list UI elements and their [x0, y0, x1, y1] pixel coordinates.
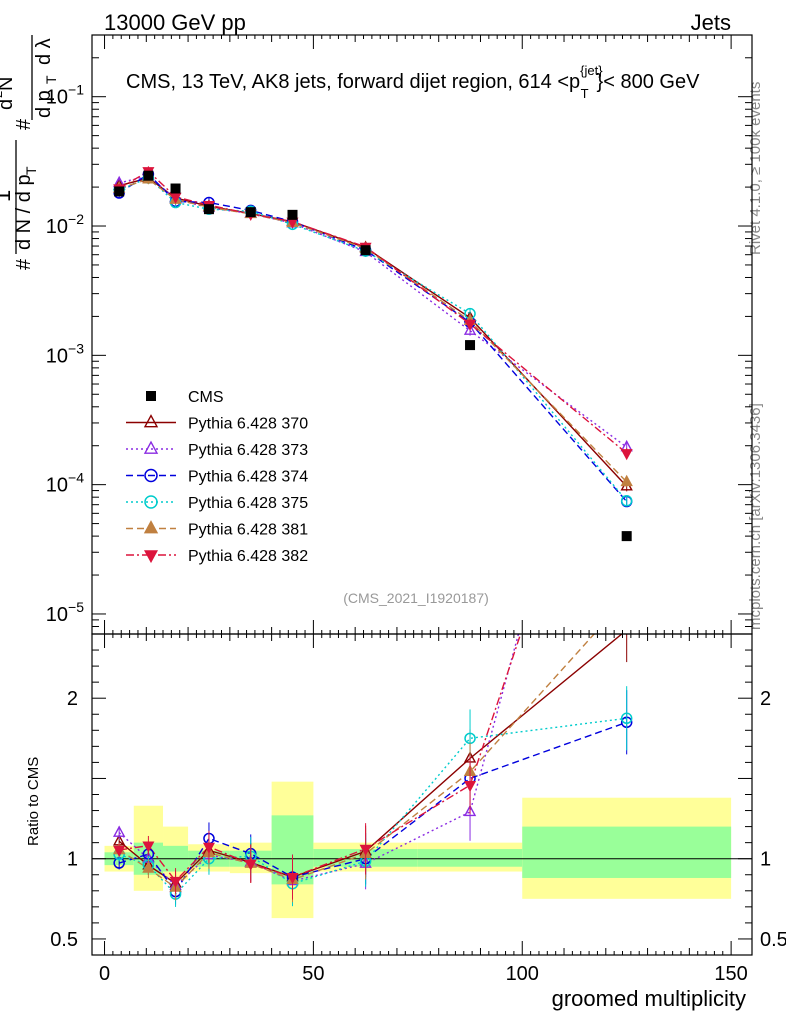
- cms-data-point: [621, 531, 632, 542]
- main-y-tick-label: 10−2: [46, 211, 84, 238]
- cms-data-point: [360, 245, 371, 256]
- legend-marker: [143, 550, 159, 564]
- cms-data-point: [203, 204, 214, 215]
- legend-marker: [144, 495, 158, 509]
- series-3-ratio-line: [118, 721, 627, 893]
- svg-text:d p: d p: [33, 90, 55, 118]
- ratio-y-tick-label: 2: [67, 688, 78, 710]
- ratio-y-tick-label: 0.5: [50, 929, 78, 951]
- x-tick-label: 0: [99, 963, 110, 985]
- svg-text:#: #: [13, 118, 35, 130]
- analysis-tag: (CMS_2021_I1920187): [343, 590, 489, 606]
- series-2-main-line: [118, 174, 628, 448]
- cms-data-point: [114, 186, 125, 197]
- mcplots-label: mcplots.cern.ch [arXiv:1306.3436]: [747, 403, 764, 630]
- cms-data-point: [143, 170, 154, 181]
- series-2-ratio-point: [463, 804, 477, 817]
- cms-data-point: [170, 183, 181, 194]
- ratio-band-inner: [522, 826, 732, 878]
- series-6-ratio-point: [286, 873, 299, 885]
- main-y-tick-label: 10−5: [46, 599, 84, 626]
- series-4-main-line: [118, 177, 628, 502]
- series-5-main-point: [620, 474, 633, 487]
- series-5-main-line: [118, 178, 628, 483]
- svg-text:1: 1: [0, 190, 15, 202]
- series-6-ratio-point: [113, 845, 126, 858]
- svg-text:N: N: [0, 77, 17, 91]
- legend-label: Pythia 6.428 374: [188, 469, 308, 486]
- legend: CMS Pythia 6.428 370 Pythia 6.428 373 Pythi…: [126, 389, 308, 565]
- main-y-tick-label: 10−1: [46, 82, 84, 109]
- legend-label: CMS: [188, 389, 224, 406]
- ratio-series-lines: [118, 634, 627, 896]
- svg-text:2: 2: [0, 91, 5, 98]
- legend-label: Pythia 6.428 382: [188, 548, 308, 565]
- series-4-main-point: [620, 495, 633, 507]
- series-4-ratio-point: [620, 712, 633, 725]
- legend-marker: [143, 520, 159, 534]
- svg-text:d: d: [0, 99, 17, 110]
- series-6-main-point: [464, 319, 477, 331]
- ratio-y-axis-label: Ratio to CMS: [25, 757, 42, 846]
- x-tick-label: 50: [302, 963, 324, 985]
- series-6-ratio-point: [142, 841, 155, 853]
- plot-title: CMS, 13 TeV, AK8 jets, forward dijet reg…: [126, 63, 700, 101]
- series-6-ratio-point: [244, 859, 257, 871]
- cms-data-point: [465, 340, 476, 351]
- series-6-ratio-point: [464, 781, 477, 793]
- series-6-ratio-point: [169, 876, 182, 888]
- ratio-y-tick-label: 1: [67, 849, 78, 871]
- legend-label: Pythia 6.428 373: [188, 442, 308, 459]
- cms-data-point: [287, 209, 298, 220]
- svg-text:#: #: [13, 258, 35, 270]
- legend-marker: [146, 391, 156, 401]
- svg-text:d λ: d λ: [33, 38, 55, 65]
- legend-marker: [144, 468, 158, 483]
- ratio-uncertainty-bands: [92, 781, 752, 919]
- legend-label: Pythia 6.428 370: [188, 416, 308, 433]
- legend-marker: [143, 414, 159, 428]
- series-6-ratio-point: [202, 842, 215, 854]
- x-tick-label: 150: [714, 963, 747, 985]
- series-5-ratio-point: [142, 861, 155, 873]
- main-y-tick-label: 10−3: [46, 340, 84, 367]
- legend-label: Pythia 6.428 375: [188, 495, 308, 512]
- series-2-main-point: [463, 323, 477, 335]
- svg-text:T: T: [23, 166, 39, 175]
- series-1-main-line: [118, 177, 628, 487]
- legend-label: Pythia 6.428 381: [188, 522, 308, 539]
- x-axis-label: groomed multiplicity: [552, 986, 746, 1011]
- main-series-markers: [112, 166, 633, 542]
- series-2-ratio-point: [112, 825, 126, 837]
- series-6-main-point: [620, 449, 633, 461]
- series-6-ratio-point: [359, 844, 372, 856]
- svg-text:d N / d p: d N / d p: [13, 174, 35, 250]
- header-right: Jets: [691, 10, 731, 35]
- ratio-y-tick-label-right: 2: [760, 688, 771, 710]
- svg-text:T: T: [43, 75, 59, 84]
- x-tick-label: 100: [506, 963, 539, 985]
- axes: 0 50 100 150 10−5 10−4 10−3 10−2 10−1 0.5 0.5 1 1 2 2: [46, 34, 786, 985]
- header-left: 13000 GeV pp: [104, 10, 246, 35]
- main-y-tick-label: 10−4: [46, 470, 84, 497]
- ratio-band-inner: [417, 849, 523, 867]
- series-6-main-line: [118, 170, 628, 454]
- ratio-series-markers: [112, 634, 633, 907]
- main-frame: [91, 34, 753, 635]
- legend-marker: [143, 440, 159, 454]
- ratio-y-tick-label-right: 1: [760, 849, 771, 871]
- main-y-axis-label: # d N / d p T 1 # d p T d λ d 2 N: [0, 35, 59, 270]
- ratio-y-tick-label-right: 0.5: [760, 929, 786, 951]
- rivet-label: Rivet 4.1.0, ≥ 100k events: [747, 82, 764, 255]
- cms-data-point: [245, 207, 256, 218]
